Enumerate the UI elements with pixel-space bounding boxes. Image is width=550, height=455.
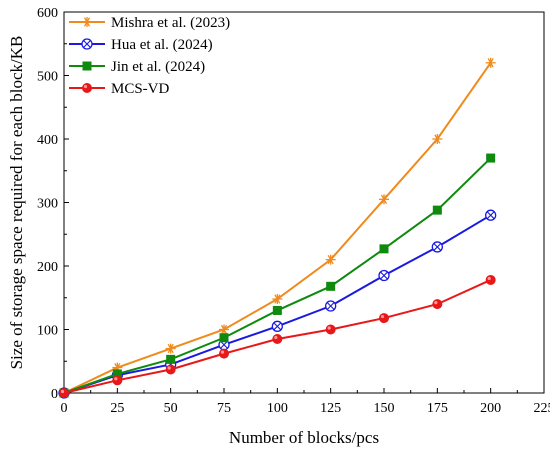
series-3 [59, 153, 496, 398]
x-tick-label: 225 [534, 401, 550, 416]
series-1 [59, 57, 496, 398]
legend-item: Mishra et al. (2023) [69, 15, 230, 31]
data-point [271, 320, 283, 332]
data-point [378, 269, 390, 282]
y-tick-label: 500 [37, 70, 58, 85]
y-tick-label: 300 [37, 197, 58, 212]
data-point [272, 334, 283, 345]
legend-marker [81, 38, 93, 50]
y-tick-label: 100 [37, 324, 58, 339]
data-point [486, 153, 496, 163]
x-tick-label: 100 [267, 401, 288, 416]
data-point [485, 274, 496, 285]
x-axis-title: Number of blocks/pcs [229, 428, 379, 447]
data-point [219, 333, 229, 343]
data-point [431, 241, 443, 253]
data-point [485, 57, 496, 68]
x-tick-label: 75 [217, 401, 231, 416]
data-point [272, 305, 282, 315]
legend-label: Mishra et al. (2023) [111, 15, 230, 31]
y-tick-label: 600 [37, 6, 58, 21]
data-point [432, 299, 443, 310]
y-tick-label: 400 [37, 133, 58, 148]
x-tick-label: 0 [61, 401, 68, 416]
data-point [379, 313, 389, 324]
data-point [219, 348, 229, 359]
legend-marker [82, 17, 92, 27]
x-tick-label: 150 [374, 401, 395, 416]
data-point [165, 364, 176, 375]
data-point [379, 194, 389, 205]
data-point [112, 375, 123, 386]
data-point [432, 134, 443, 144]
data-point [165, 343, 176, 354]
data-point [166, 354, 176, 364]
series-4 [59, 274, 496, 398]
data-point [325, 300, 337, 312]
series-line [63, 157, 492, 394]
x-tick-label: 50 [164, 401, 178, 416]
legend-item: Jin et al. (2024) [69, 59, 205, 75]
data-point [112, 369, 122, 379]
series-line [63, 214, 492, 394]
data-point [219, 324, 229, 335]
y-tick-label: 0 [51, 387, 58, 402]
x-tick-label: 175 [427, 401, 448, 416]
y-axis-title: Size of storage space required for each … [7, 36, 26, 370]
data-point [272, 294, 283, 305]
legend-item: Hua et al. (2024) [69, 37, 213, 53]
legend-marker [82, 83, 92, 93]
data-point [379, 244, 389, 254]
axis-ticks: 0 25 50 75 100 125 150 175 200 225 0 100 200 300 400 50… [37, 6, 550, 416]
data-point [326, 281, 336, 291]
data-point [59, 388, 69, 398]
data-point [325, 324, 336, 335]
legend: Mishra et al. (2023) Hua et al. (2024) Jin… [69, 15, 230, 97]
series-layer [58, 57, 497, 399]
x-tick-label: 25 [110, 401, 124, 416]
x-tick-label: 125 [320, 401, 341, 416]
data-point [325, 254, 336, 265]
legend-marker [82, 61, 92, 71]
x-tick-label: 200 [480, 401, 501, 416]
legend-label: MCS-VD [111, 81, 170, 97]
legend-item: MCS-VD [69, 81, 170, 97]
data-point [485, 209, 497, 221]
data-point [432, 205, 442, 215]
legend-label: Hua et al. (2024) [111, 37, 213, 53]
series-2 [58, 209, 497, 399]
legend-label: Jin et al. (2024) [111, 59, 205, 75]
y-tick-label: 200 [37, 260, 58, 275]
